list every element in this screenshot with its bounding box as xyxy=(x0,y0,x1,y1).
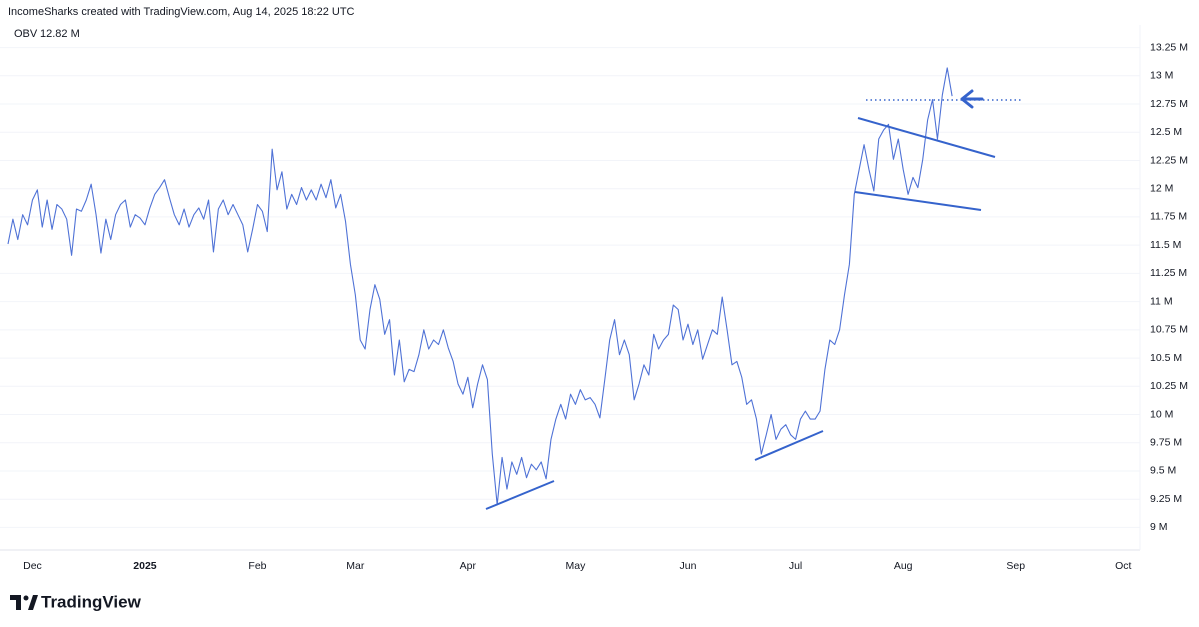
y-tick-label: 9.75 M xyxy=(1150,437,1182,449)
brand: TradingView xyxy=(41,592,142,611)
x-tick-label: Oct xyxy=(1115,560,1131,572)
plot xyxy=(7,67,953,506)
y-tick-label: 12.5 M xyxy=(1150,126,1182,138)
arrow xyxy=(960,89,984,109)
grid xyxy=(0,47,1140,528)
logo: TradingView xyxy=(10,592,142,611)
indicator-value: 12.82 M xyxy=(40,28,80,40)
y-tick-label: 13 M xyxy=(1150,70,1173,82)
y-tick-label: 13.25 M xyxy=(1150,41,1188,53)
y-tick-label: 12.75 M xyxy=(1150,98,1188,110)
y-tick-label: 9.5 M xyxy=(1150,465,1176,477)
y-tick-label: 10 M xyxy=(1150,408,1173,420)
y-tick-label: 10.5 M xyxy=(1150,352,1182,364)
y-tick-label: 11.5 M xyxy=(1150,239,1181,251)
x-tick-label: Apr xyxy=(460,560,477,572)
logo-mark xyxy=(23,595,29,601)
x-tick-label: Feb xyxy=(248,560,266,572)
x-tick-label: Sep xyxy=(1006,560,1025,572)
trendline xyxy=(754,430,824,461)
y-tick-label: 11 M xyxy=(1150,295,1173,307)
x-tick-label: Dec xyxy=(23,560,42,572)
logo-mark xyxy=(28,595,38,610)
y-tick-label: 11.75 M xyxy=(1150,211,1187,223)
logo-mark xyxy=(10,595,21,610)
series-line xyxy=(7,67,953,506)
y-tick-label: 10.25 M xyxy=(1150,380,1188,392)
trendline xyxy=(485,480,555,510)
y-tick-label: 9 M xyxy=(1150,521,1168,533)
y-tick-label: 12 M xyxy=(1150,182,1173,194)
y-tick-label: 11.25 M xyxy=(1150,267,1187,279)
x-tick-label: May xyxy=(566,560,587,572)
annotations xyxy=(485,89,1022,510)
x-tick-label: Aug xyxy=(894,560,913,572)
y-tick-label: 9.25 M xyxy=(1150,493,1182,505)
trendline xyxy=(854,191,982,211)
chart-title: IncomeSharks created with TradingView.co… xyxy=(8,6,355,18)
y-tick-label: 10.75 M xyxy=(1150,324,1188,336)
x-tick-label: Mar xyxy=(346,560,365,572)
indicator-name: OBV xyxy=(14,28,38,40)
x-tick-label: Jul xyxy=(789,560,802,572)
y-tick-label: 12.25 M xyxy=(1150,154,1188,166)
x-tick-label: Jun xyxy=(679,560,696,572)
trendline xyxy=(857,117,996,158)
x-tick-label: 2025 xyxy=(133,560,157,572)
